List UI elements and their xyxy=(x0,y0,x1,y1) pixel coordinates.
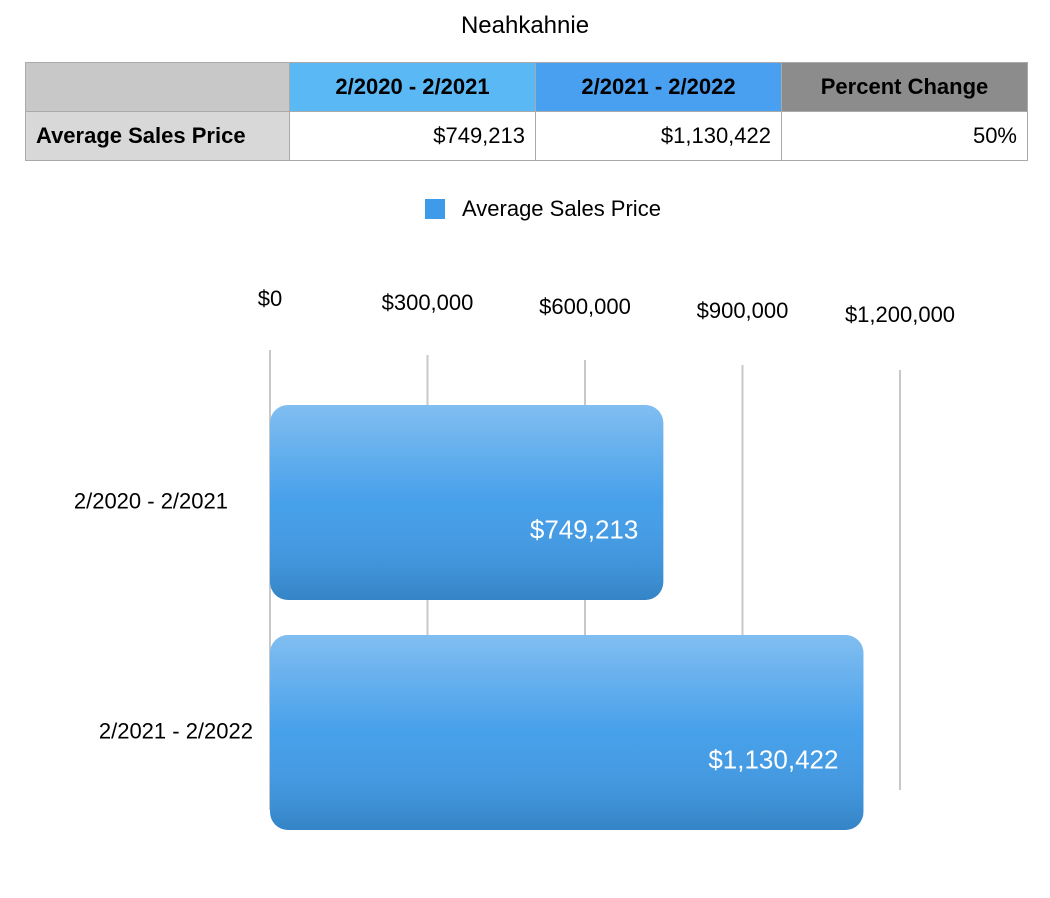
x-tick-label: $0 xyxy=(258,286,282,311)
page-title: Neahkahnie xyxy=(460,12,590,39)
value-label: $749,213 xyxy=(530,515,638,545)
x-tick-label: $900,000 xyxy=(697,298,789,323)
bar-shine xyxy=(270,635,864,830)
legend-swatch xyxy=(425,199,445,219)
bar-shine xyxy=(270,405,664,600)
x-tick-label: $600,000 xyxy=(539,294,631,319)
row-header: Average Sales Price xyxy=(25,111,290,161)
corner-cell xyxy=(25,62,290,112)
cell: 50% xyxy=(781,111,1028,161)
header-cell: 2/2020 - 2/2021 xyxy=(289,62,536,112)
data-row: Average Sales Price $749,213 $1,130,422 … xyxy=(25,111,1028,161)
header-cell: Percent Change xyxy=(781,62,1028,112)
x-tick-label: $300,000 xyxy=(382,290,474,315)
cell: $749,213 xyxy=(289,111,536,161)
legend-label: Average Sales Price xyxy=(462,196,661,221)
header-row: 2/2020 - 2/2021 2/2021 - 2/2022 Percent … xyxy=(25,62,1028,112)
y-tick-label: 2/2020 - 2/2021 xyxy=(74,488,228,513)
x-tick-label: $1,200,000 xyxy=(845,302,955,327)
summary-table: 2/2020 - 2/2021 2/2021 - 2/2022 Percent … xyxy=(25,62,1028,161)
cell: $1,130,422 xyxy=(535,111,782,161)
y-tick-label: 2/2021 - 2/2022 xyxy=(99,718,253,743)
value-label: $1,130,422 xyxy=(708,745,838,775)
